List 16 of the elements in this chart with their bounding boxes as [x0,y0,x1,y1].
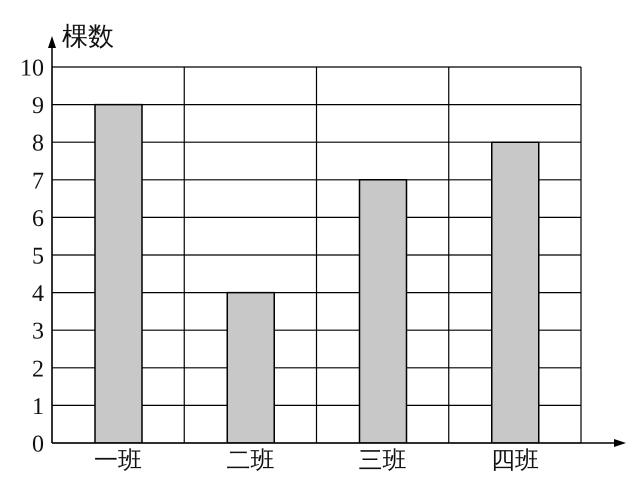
y-axis-title: 棵数 [62,22,114,52]
x-tick-label: 二班 [226,448,274,474]
y-tick-label: 4 [32,281,44,308]
x-tick-label: 四班 [490,448,539,474]
x-tick-label: 一班 [94,448,142,474]
y-tick-label: 0 [32,432,44,458]
y-tick-label: 8 [32,130,44,157]
y-tick-label: 2 [32,356,44,382]
y-tick-label: 1 [32,394,44,420]
y-tick-label: 5 [32,244,44,270]
y-tick-label: 6 [32,206,44,232]
y-tick-label: 7 [32,168,44,194]
x-tick-label: 三班 [358,448,407,474]
y-tick-label: 9 [32,93,44,120]
y-tick-label: 10 [20,56,44,82]
y-tick-label: 3 [32,318,44,345]
